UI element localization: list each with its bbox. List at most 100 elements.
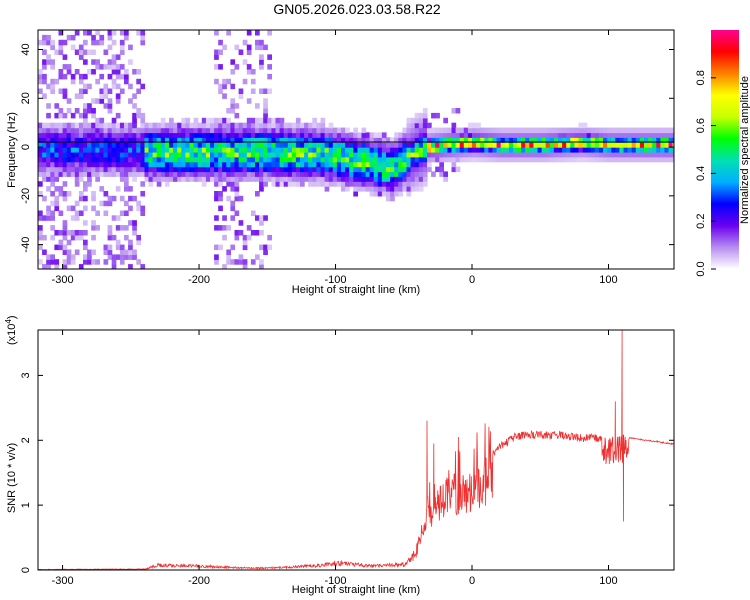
snr-x-tick-label: 0: [469, 575, 475, 587]
spectrogram-cell: [349, 151, 354, 158]
spectrogram-cell: [173, 161, 178, 168]
spectrogram-cell: [164, 176, 170, 182]
spectrogram-cell: [332, 127, 338, 134]
spectrogram-cell: [611, 137, 616, 143]
spectrogram-cell: [136, 200, 141, 207]
spectrogram-cell: [631, 147, 637, 153]
spectrogram-cell: [111, 54, 117, 60]
spectrogram-cell: [394, 147, 399, 153]
spectrogram-cell: [66, 156, 72, 163]
spectrogram-cell: [91, 108, 96, 114]
spectrogram-cell: [119, 142, 125, 148]
spectrogram-cell: [58, 137, 64, 143]
spectrogram-cell: [664, 147, 670, 153]
spectrogram-cell: [259, 132, 264, 138]
spectrogram-cell: [222, 132, 227, 138]
spectrogram-cell: [54, 127, 60, 134]
spectrogram-cell: [308, 132, 313, 138]
spectrogram-cell: [222, 156, 227, 163]
spectrogram-cell: [271, 142, 277, 148]
spectrogram-cell: [173, 151, 178, 158]
spectrogram-cell: [156, 142, 162, 148]
spectrogram-cell: [242, 137, 248, 143]
spectrogram-cell: [46, 34, 51, 41]
spectrogram-cell: [291, 132, 297, 138]
spectrogram-cell: [70, 137, 76, 143]
spectrogram-cell: [418, 171, 424, 177]
spectrogram-cell: [521, 127, 526, 134]
spectrogram-cell: [283, 171, 289, 177]
spectrogram-cell: [210, 142, 215, 148]
spectrogram-cell: [46, 39, 51, 46]
spectrogram-cell: [185, 127, 191, 134]
spectrogram-cell: [410, 147, 416, 153]
spectrogram-y-tick-label: 40: [20, 43, 32, 55]
spectrogram-cell: [173, 142, 178, 148]
spectrogram-cell: [107, 64, 113, 70]
spectrogram-cell: [619, 142, 625, 148]
spectrogram-cell: [160, 127, 166, 134]
spectrogram-cell: [369, 156, 375, 163]
spectrogram-cell: [656, 127, 661, 134]
spectrogram-cell: [218, 195, 223, 202]
spectrogram-cell: [373, 147, 379, 153]
spectrogram-cell: [263, 142, 268, 148]
spectrogram-cell: [418, 151, 424, 158]
spectrogram-cell: [345, 161, 350, 168]
spectrogram-cell: [173, 147, 178, 153]
spectrogram-cell: [345, 181, 350, 187]
spectrogram-cell: [369, 147, 375, 153]
spectrogram-cell: [91, 171, 96, 177]
spectrogram-cell: [598, 132, 604, 138]
spectrogram-cell: [128, 166, 133, 173]
spectrogram-cell: [390, 176, 395, 182]
spectrogram-cell: [210, 151, 215, 158]
spectrogram-cell: [361, 151, 367, 158]
spectrogram-cell: [83, 30, 88, 36]
spectrogram-cell: [447, 132, 453, 138]
spectrogram-cell: [619, 132, 625, 138]
spectrogram-cell: [214, 132, 219, 138]
spectrogram-cell: [439, 166, 444, 173]
spectrogram-cell: [443, 137, 448, 143]
spectrogram-cell: [312, 181, 317, 187]
spectrogram-cell: [128, 220, 133, 226]
spectrogram-cell: [218, 176, 223, 182]
spectrogram-cell: [246, 225, 252, 231]
spectrogram-cell: [287, 151, 293, 158]
spectrogram-cell: [672, 132, 674, 138]
spectrogram-cell: [50, 83, 55, 90]
spectrogram-cell: [521, 156, 526, 163]
spectrogram-cell: [545, 132, 551, 138]
spectrogram-cell: [111, 147, 117, 153]
spectrogram-cell: [394, 181, 399, 187]
spectrogram-cell: [222, 83, 227, 90]
spectrogram-cell: [492, 137, 498, 143]
spectrogram-cell: [124, 249, 129, 255]
spectrogram-cell: [115, 54, 121, 60]
spectrogram-cell: [508, 142, 514, 148]
spectrogram-cell: [58, 108, 64, 114]
spectrogram-cell: [451, 122, 457, 129]
spectrogram-cell: [164, 132, 170, 138]
spectrogram-cell: [189, 171, 195, 177]
spectrogram-cell: [287, 147, 293, 153]
snr-x-tick-label: 100: [599, 575, 617, 587]
spectrogram-cell: [312, 176, 317, 182]
spectrogram-cell: [332, 137, 338, 143]
spectrogram-cell: [38, 151, 43, 158]
spectrogram-cell: [218, 191, 223, 197]
spectrogram-cell: [259, 161, 264, 168]
spectrogram-cell: [140, 122, 146, 129]
spectrogram-cell: [91, 161, 96, 168]
spectrogram-cell: [255, 137, 260, 143]
spectrogram-cell: [46, 215, 51, 221]
spectrogram-cell: [582, 132, 588, 138]
spectrogram-cell: [353, 171, 358, 177]
spectrogram-cell: [230, 151, 236, 158]
spectrogram-cell: [287, 142, 293, 148]
spectrogram-cell: [398, 147, 403, 153]
spectrogram-cell: [259, 142, 264, 148]
spectrogram-cell: [349, 156, 354, 163]
spectrogram-cell: [54, 147, 60, 153]
